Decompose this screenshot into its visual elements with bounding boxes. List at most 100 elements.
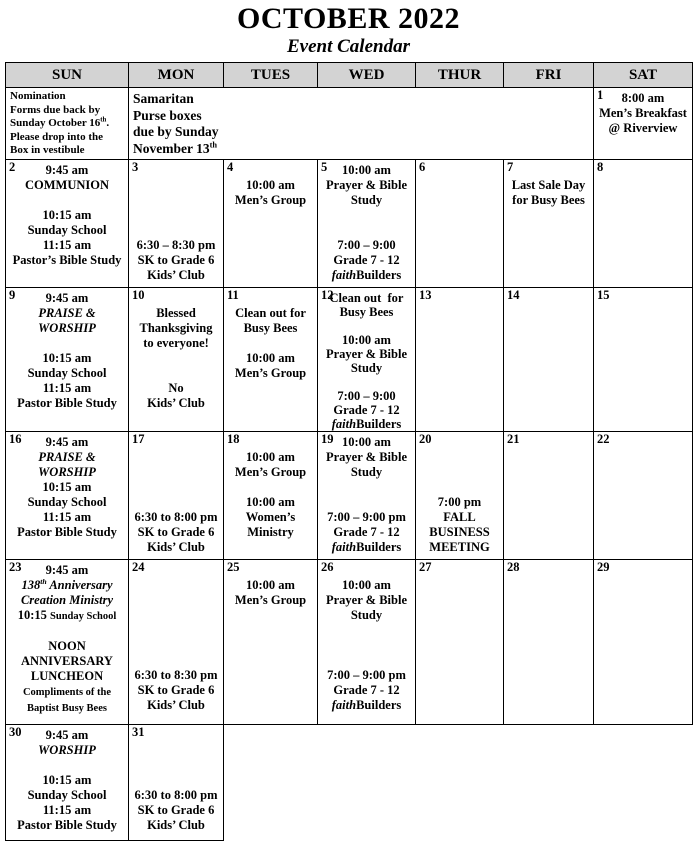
event-line: 10:00 am: [246, 351, 295, 365]
cell-events: 9:45 am WORSHIP 10:15 am Sunday School 11:1…: [7, 726, 128, 834]
cell-events: [595, 161, 692, 164]
event-line: 7:00 – 9:00: [337, 238, 396, 252]
event-line: 138th Anniversary: [7, 577, 128, 593]
event-line: [7, 758, 128, 773]
day-number: 31: [132, 725, 145, 740]
day-number: 3: [132, 160, 139, 175]
event-line: Samaritan: [133, 91, 194, 106]
event-line: 10:00 am: [342, 163, 391, 177]
event-line: SK to Grade 6: [137, 803, 215, 817]
event-line: Thanksgiving: [139, 321, 213, 335]
event-line: Sunday School: [27, 366, 107, 380]
event-line: Busy Bees: [339, 305, 394, 319]
day-cell-13: 13: [415, 287, 504, 432]
event-line: Study: [350, 361, 383, 375]
event-line: [417, 450, 503, 465]
event-line: Box in vestibule: [10, 144, 85, 156]
day-number: 5: [321, 160, 328, 175]
event-line: Sunday School: [27, 223, 107, 237]
event-line: 10:00 am: [342, 333, 391, 347]
event-text-segment: Sunday School: [50, 611, 117, 622]
event-text-segment: Baptist Busy Bees: [27, 703, 107, 714]
day-number: 11: [227, 288, 239, 303]
event-line: 9:45 am: [45, 728, 89, 742]
event-line: Clean out for: [329, 291, 404, 305]
event-line: PRAISE &: [7, 306, 128, 321]
event-line: Study: [350, 465, 383, 479]
week-row-3: 9 9:45 am PRAISE & WORSHIP 10:15 am Sunday S…: [5, 287, 693, 432]
event-line: [130, 465, 223, 480]
event-line: November 13th: [133, 140, 218, 156]
event-line: SK to Grade 6: [137, 525, 215, 539]
event-line: Clean out for: [235, 306, 306, 320]
day-number: 29: [597, 560, 610, 575]
event-line: 10:15 am: [42, 208, 92, 222]
event-text-segment: th: [209, 140, 218, 149]
event-line: Prayer & Bible: [326, 593, 407, 607]
cell-events: 9:45 am COMMUNION 10:15 am Sunday School 11…: [7, 161, 128, 269]
cell-events: Clean out for Busy Bees 10:00 am Prayer & …: [319, 289, 415, 431]
day-cell-23: 23 9:45 am 138th Anniversary Creation Minis…: [5, 559, 129, 725]
day-number: 13: [419, 288, 432, 303]
nomination-notice-cell: Nomination Forms due back by Sunday Octobe…: [5, 87, 129, 160]
event-text-segment: PRAISE &: [38, 450, 96, 464]
event-line: Study: [350, 193, 383, 207]
event-line: [130, 450, 223, 465]
cell-events: Clean out for Busy Bees 10:00 am Men’s Gro…: [225, 289, 317, 382]
day-cell-5: 5 10:00 am Prayer & Bible Study 7:00 – 9:00…: [317, 159, 416, 288]
event-line: [225, 336, 317, 351]
event-line: 6:30 – 8:30 pm: [136, 238, 216, 252]
cell-events: Blessed Thanksgiving to everyone! No Kids’ …: [130, 289, 223, 412]
cell-events: 10:00 am Prayer & Bible Study 7:00 – 9:00 G…: [319, 161, 415, 284]
event-line: [319, 223, 415, 238]
event-line: Kids’ Club: [147, 818, 205, 832]
event-line: WORSHIP: [7, 321, 128, 336]
event-text-segment: Anniversary: [46, 578, 113, 592]
event-line: Prayer & Bible: [326, 347, 407, 361]
event-line: Please drop into the: [10, 130, 103, 143]
day-number: 30: [9, 725, 22, 740]
event-line: 11:15 am: [42, 510, 92, 524]
event-line: LUNCHEON: [30, 669, 104, 683]
day-number: 25: [227, 560, 240, 575]
event-line: 10:15 am: [42, 480, 92, 494]
cell-events: Samaritan Purse boxes due by Sunday Novembe…: [130, 89, 593, 158]
day-number: 12: [321, 288, 334, 303]
day-header-wed: WED: [317, 62, 416, 88]
event-line: [130, 351, 223, 366]
cell-events: 10:00 am Prayer & Bible Study 7:00 – 9:00 …: [319, 433, 415, 556]
day-header-tues: TUES: [223, 62, 318, 88]
day-cell-30: 30 9:45 am WORSHIP 10:15 am Sunday School 11…: [5, 724, 129, 841]
event-line: Study: [350, 608, 383, 622]
day-cell-19: 19 10:00 am Prayer & Bible Study 7:00 – 9:0…: [317, 431, 416, 560]
day-cell-22: 22: [593, 431, 693, 560]
day-number: 14: [507, 288, 520, 303]
event-line: faithBuilders: [331, 417, 402, 431]
event-line: 7:00 pm: [437, 495, 482, 509]
samaritan-notice-cell: Samaritan Purse boxes due by Sunday Novembe…: [128, 87, 594, 160]
event-line: [505, 163, 593, 178]
day-number: 8: [597, 160, 604, 175]
day-cell-10: 10 Blessed Thanksgiving to everyone! No Kid…: [128, 287, 224, 432]
day-cell-7: 7 Last Sale Day for Busy Bees: [503, 159, 594, 288]
event-line: Blessed: [156, 306, 196, 320]
event-line: [7, 193, 128, 208]
event-line: faithBuilders: [331, 540, 402, 554]
event-line: [130, 178, 223, 193]
cell-events: 6:30 – 8:30 pm SK to Grade 6 Kids’ Club: [130, 161, 223, 284]
day-cell-4: 4 10:00 am Men’s Group: [223, 159, 318, 288]
event-line: Women’s: [245, 510, 296, 524]
event-line: 10:00 am: [246, 495, 295, 509]
day-cell-31: 31 6:30 to 8:00 pm SK to Grade 6 Kids’ Clu…: [128, 724, 224, 841]
event-text-segment: faith: [331, 540, 357, 554]
page-title: OCTOBER 2022: [237, 2, 460, 35]
event-line: [130, 480, 223, 495]
day-number: 7: [507, 160, 514, 175]
event-line: 10:15 am: [42, 773, 92, 787]
event-line: Kids’ Club: [147, 396, 205, 410]
event-line: 9:45 am: [45, 563, 89, 577]
event-line: [319, 495, 415, 510]
event-line: Pastor Bible Study: [17, 525, 117, 539]
day-cell-18: 18 10:00 am Men’s Group 10:00 am Women’s Mi…: [223, 431, 318, 560]
day-number: 9: [9, 288, 16, 303]
